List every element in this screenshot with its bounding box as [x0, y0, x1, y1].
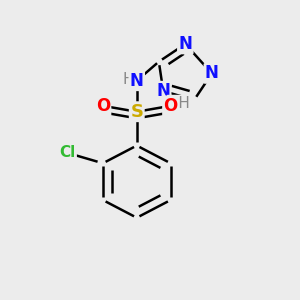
- Text: N: N: [205, 64, 219, 82]
- Text: O: O: [96, 97, 110, 115]
- Text: NH: NH: [168, 95, 190, 110]
- Text: O: O: [164, 97, 178, 115]
- Text: N: N: [156, 82, 170, 100]
- Text: H: H: [122, 72, 134, 87]
- Text: S: S: [130, 103, 143, 121]
- Text: Cl: Cl: [59, 146, 76, 160]
- Text: N: N: [130, 72, 144, 90]
- Text: N: N: [178, 35, 192, 53]
